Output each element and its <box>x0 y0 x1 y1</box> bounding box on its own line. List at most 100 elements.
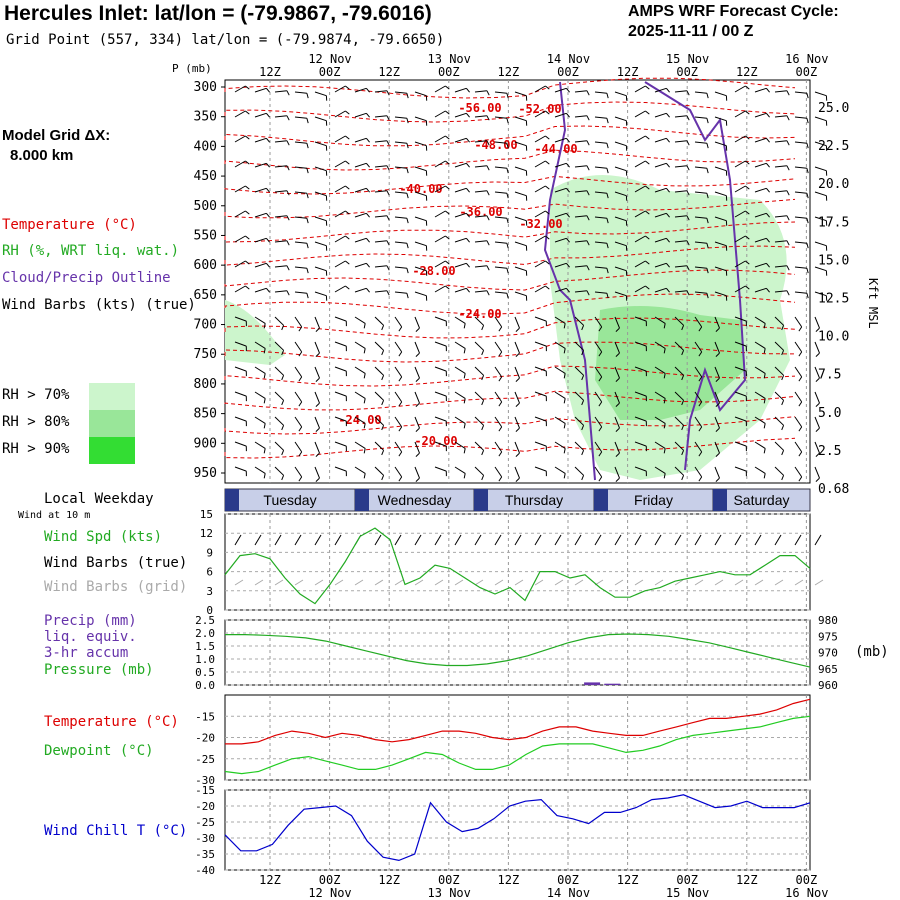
wind-barb-flag <box>345 185 350 190</box>
wind-barb <box>374 416 384 426</box>
wind-barb <box>514 291 527 297</box>
wind-barb <box>734 316 747 322</box>
weekday-cell-edge <box>225 489 239 511</box>
legend-swatch-rh90 <box>89 437 135 464</box>
wind-barb-flag <box>586 140 590 146</box>
wind-barb-flag <box>466 137 470 143</box>
wind-barb <box>674 140 687 143</box>
wind-barb-flag <box>445 260 450 265</box>
wind-barb <box>714 316 720 329</box>
wind-barb-flag <box>606 143 609 149</box>
wind-barb-flag <box>681 400 685 406</box>
surface-wind-barb <box>774 534 782 546</box>
wind-barb-flag <box>686 140 690 146</box>
p-tick-label: 650 <box>194 288 217 303</box>
wind-barb-flag <box>363 398 366 404</box>
wind-barb <box>674 240 687 243</box>
surface-wind-barb <box>594 534 602 546</box>
wind-barb <box>414 216 427 222</box>
surface-wind-barb-grid <box>694 579 704 586</box>
wind-barb-flag <box>381 350 385 356</box>
legend-temperature: Temperature (°C) <box>2 217 137 233</box>
wind-barb-flag <box>415 352 420 357</box>
wind-barb <box>294 341 303 353</box>
wind-barb-flag <box>263 398 266 404</box>
wind-barb <box>574 416 584 426</box>
wind-barb-flag <box>666 262 670 268</box>
wind-barb-flag <box>806 118 809 124</box>
wind-barb <box>294 141 307 144</box>
wind-barb <box>454 366 466 374</box>
wind-barb <box>334 466 347 472</box>
wind-barb-flag <box>566 212 570 218</box>
wind-barb <box>594 266 607 269</box>
wind-barb <box>554 112 567 118</box>
wind-barb <box>274 466 284 476</box>
wind-barb <box>554 137 567 143</box>
wind-barb-flag <box>406 193 409 199</box>
wind-barb <box>694 316 703 328</box>
wind-barb <box>734 85 746 93</box>
windchill-panel-frame <box>224 789 811 871</box>
wind-barb-flag <box>545 235 550 240</box>
wind-barb <box>754 162 767 168</box>
wind-barb <box>734 110 746 118</box>
wind-barb-flag <box>398 476 403 482</box>
wind-barb <box>654 466 666 474</box>
wind-barb <box>534 260 546 268</box>
wind-tick-label: 15 <box>200 508 213 521</box>
top-date-label: 14 Nov <box>547 52 590 66</box>
wind-barb-flag <box>766 137 770 143</box>
wind-barb <box>474 140 487 143</box>
wind-barb <box>394 416 403 428</box>
wind-barb-flag <box>686 240 690 246</box>
wind-barb-flag <box>806 293 809 299</box>
wind-barb <box>574 316 584 326</box>
bottom-date-label: 15 Nov <box>666 886 709 900</box>
wind-barb-flag <box>545 285 550 290</box>
wind-barb-flag <box>486 115 490 121</box>
wind-barb <box>754 262 767 268</box>
wind-barb-flag <box>815 352 820 357</box>
wind-barb <box>754 287 767 293</box>
label-wind-spd: Wind Spd (kts) <box>44 529 163 545</box>
wind-barb <box>234 210 246 218</box>
wind-barb <box>274 115 287 118</box>
wind-barb-flag <box>481 375 485 381</box>
wind-barb <box>594 291 607 294</box>
wind-barb <box>574 165 587 168</box>
wind-barb <box>434 210 446 218</box>
wind-barb <box>534 185 546 193</box>
wind-barb <box>634 341 647 347</box>
wind-barb-flag <box>566 162 570 168</box>
wind-barb-flag <box>566 137 570 143</box>
wind-barb-flag <box>545 210 550 215</box>
wind-barb <box>534 285 546 293</box>
wind-barb-flag <box>386 115 390 121</box>
wind-barb-flag <box>463 398 466 404</box>
wind-barb <box>434 160 446 168</box>
wind-barb <box>434 185 446 193</box>
wind-barb <box>454 112 467 118</box>
wind-barb-flag <box>715 352 720 357</box>
wind-barb-flag <box>286 215 290 221</box>
wind-barb-flag <box>745 285 750 290</box>
wind-barb <box>334 260 346 268</box>
wind-barb-flag <box>766 112 770 118</box>
wind-barb-flag <box>381 375 385 381</box>
wind-barb <box>474 90 487 93</box>
wind-barb <box>394 291 407 294</box>
wind-barb <box>514 341 520 354</box>
wind-barb <box>454 316 466 324</box>
wind-barb-flag <box>698 401 703 407</box>
wind-barb <box>714 241 727 247</box>
wind-barb-flag <box>415 427 420 432</box>
wind-barb-flag <box>681 375 685 381</box>
wind-barb <box>614 391 620 404</box>
wind-barb <box>234 135 246 143</box>
temp-tick-label: -30 <box>195 774 215 787</box>
wind-barb-flag <box>306 168 309 174</box>
wind-barb <box>774 441 784 451</box>
wind-barb <box>694 416 703 428</box>
wind-barb-flag <box>263 373 266 379</box>
